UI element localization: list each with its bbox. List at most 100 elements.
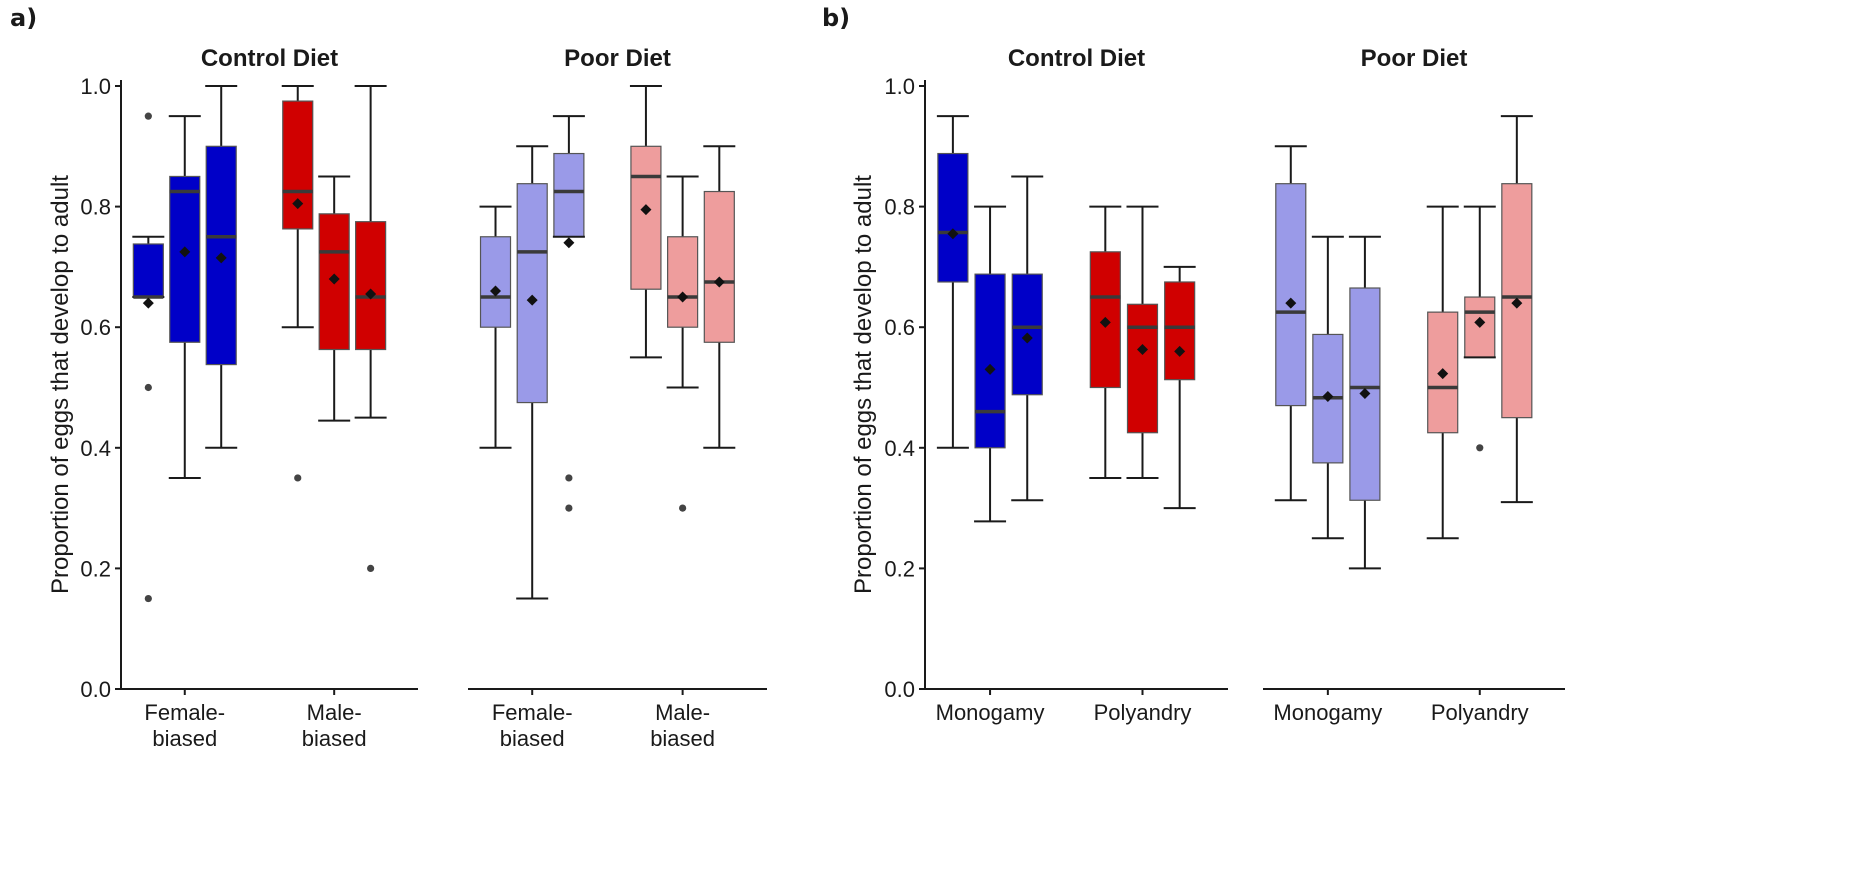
outlier-point xyxy=(679,504,687,512)
iqr-box xyxy=(516,183,548,404)
facet-title: Poor Diet xyxy=(1361,45,1468,72)
iqr-box xyxy=(974,273,1006,449)
mean-marker xyxy=(1511,297,1523,309)
mean-marker xyxy=(947,228,959,240)
y-tick-label: 0.6 xyxy=(884,315,915,340)
y-tick-label: 0.4 xyxy=(884,436,915,461)
facet-title: Poor Diet xyxy=(564,45,671,72)
box-2 xyxy=(1311,235,1344,540)
mean-marker xyxy=(179,246,191,258)
facet-title: Control Diet xyxy=(201,45,338,72)
mean-marker xyxy=(1474,316,1486,328)
x-tick-label: biased xyxy=(152,726,217,751)
mean-marker xyxy=(215,252,227,264)
iqr-box xyxy=(553,152,585,238)
iqr-box xyxy=(1501,183,1533,419)
box-6 xyxy=(703,145,736,449)
mean-marker xyxy=(292,198,304,210)
box-1 xyxy=(132,112,165,603)
outlier-point xyxy=(565,504,573,512)
x-tick-label: Female- xyxy=(144,700,225,725)
iqr-box xyxy=(355,221,387,351)
iqr-box xyxy=(667,236,699,328)
mean-marker xyxy=(1021,332,1033,344)
mean-marker xyxy=(640,204,652,216)
iqr-box xyxy=(479,236,512,328)
outlier-point xyxy=(367,564,375,573)
y-tick-label: 0.2 xyxy=(80,556,111,581)
facet-title: Control Diet xyxy=(1008,45,1145,72)
mean-marker xyxy=(142,297,154,309)
y-tick-label: 0.8 xyxy=(884,195,915,220)
box-5 xyxy=(318,175,351,422)
mean-marker xyxy=(677,291,689,303)
iqr-box xyxy=(1275,183,1307,407)
box-4 xyxy=(1089,205,1122,479)
box-5 xyxy=(1463,205,1496,452)
mean-marker xyxy=(563,237,575,249)
mean-marker xyxy=(713,276,725,288)
y-tick-label: 0.8 xyxy=(80,195,111,220)
box-1 xyxy=(479,205,512,449)
panel-b: b) 0.0 0.2 0.4 0.6 0.8 1.0 Proportion of eggs t… xyxy=(822,4,1565,725)
box-3 xyxy=(1011,175,1044,502)
mean-marker xyxy=(1174,345,1186,357)
y-axis-title: Proportion of eggs that develop to adult xyxy=(47,175,74,594)
mean-marker xyxy=(1285,297,1297,309)
box-4 xyxy=(1426,205,1459,540)
panel-a: a) 0.0 0.2 0.4 0.6 0.8 1.0 Proportion of eggs t… xyxy=(10,4,767,751)
panel-label: b) xyxy=(822,4,850,32)
iqr-box xyxy=(703,190,735,343)
facet-poor-diet: Poor Diet Monogamy Polyandry xyxy=(1263,45,1565,725)
box-5 xyxy=(666,175,699,512)
mean-marker xyxy=(490,285,502,297)
mean-marker xyxy=(328,273,340,285)
y-tick-label: 1.0 xyxy=(884,74,915,99)
x-tick-label: biased xyxy=(500,726,565,751)
iqr-box xyxy=(282,100,314,230)
outlier-point xyxy=(144,594,152,603)
box-6 xyxy=(1163,265,1196,510)
mean-marker xyxy=(365,288,377,300)
box-4 xyxy=(629,85,662,359)
x-tick-label: Monogamy xyxy=(1273,700,1382,725)
mean-marker xyxy=(1359,388,1371,400)
facet-control-diet: Control Diet Monogamy Polyandry xyxy=(925,45,1228,725)
box-3 xyxy=(205,85,238,449)
box-2 xyxy=(516,145,549,600)
y-tick-label: 0.2 xyxy=(884,556,915,581)
x-tick-label: biased xyxy=(650,726,715,751)
iqr-box xyxy=(169,175,201,343)
x-tick-label: Male- xyxy=(655,700,710,725)
y-axis-title: Proportion of eggs that develop to adult xyxy=(850,175,877,594)
box-2 xyxy=(974,205,1007,523)
mean-marker xyxy=(984,363,996,375)
box-3 xyxy=(552,115,585,512)
iqr-box xyxy=(1126,303,1159,434)
box-1 xyxy=(936,115,969,449)
y-tick-label: 1.0 xyxy=(80,74,111,99)
outlier-point xyxy=(294,474,302,482)
x-tick-label: Polyandry xyxy=(1094,700,1192,725)
y-tick-label: 0.4 xyxy=(80,436,111,461)
y-tick-label: 0.6 xyxy=(80,315,111,340)
outlier-point xyxy=(565,474,573,482)
x-tick-label: Polyandry xyxy=(1431,700,1529,725)
iqr-box xyxy=(630,145,662,290)
y-tick-label: 0.0 xyxy=(80,677,111,702)
box-3 xyxy=(1348,235,1381,570)
box-6 xyxy=(354,85,387,573)
box-2 xyxy=(168,115,201,479)
box-5 xyxy=(1126,205,1159,479)
box-4 xyxy=(281,85,314,482)
iqr-box xyxy=(1164,281,1196,381)
mean-marker xyxy=(1322,391,1334,403)
panel-label: a) xyxy=(10,4,37,32)
iqr-box xyxy=(132,243,164,298)
mean-marker xyxy=(1136,344,1148,356)
box-1 xyxy=(1274,145,1307,502)
y-tick-label: 0.0 xyxy=(884,677,915,702)
